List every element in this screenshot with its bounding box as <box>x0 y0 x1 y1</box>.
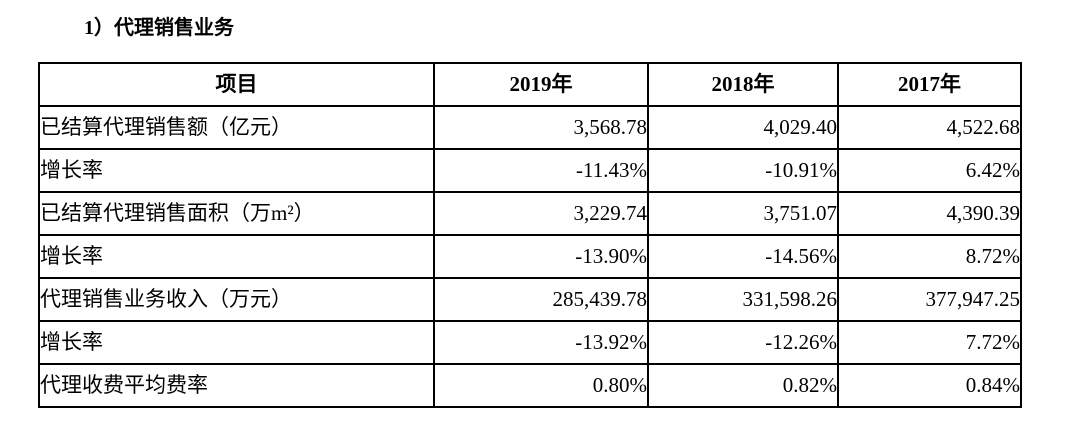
value-cell: 0.84% <box>837 363 1022 408</box>
table-row: 已结算代理销售面积（万m²） 3,229.74 3,751.07 4,390.3… <box>38 191 1022 236</box>
row-label: 已结算代理销售额（亿元） <box>38 105 435 150</box>
table-row: 增长率 -11.43% -10.91% 6.42% <box>38 148 1022 193</box>
column-header-2017: 2017年 <box>837 62 1022 107</box>
row-label: 增长率 <box>38 234 435 279</box>
column-header-2019: 2019年 <box>433 62 649 107</box>
value-cell: -13.90% <box>433 234 649 279</box>
value-cell: -11.43% <box>433 148 649 193</box>
value-cell: 0.80% <box>433 363 649 408</box>
row-label: 已结算代理销售面积（万m²） <box>38 191 435 236</box>
column-header-2018: 2018年 <box>647 62 839 107</box>
column-header-item: 项目 <box>38 62 435 107</box>
agency-sales-table: 项目 2019年 2018年 2017年 已结算代理销售额（亿元） 3,568.… <box>38 62 1022 408</box>
value-cell: 331,598.26 <box>647 277 839 322</box>
value-cell: 3,568.78 <box>433 105 649 150</box>
value-cell: 285,439.78 <box>433 277 649 322</box>
table-row: 代理收费平均费率 0.80% 0.82% 0.84% <box>38 363 1022 408</box>
table-header-row: 项目 2019年 2018年 2017年 <box>38 62 1022 107</box>
value-cell: 7.72% <box>837 320 1022 365</box>
row-label: 增长率 <box>38 320 435 365</box>
row-label: 代理销售业务收入（万元） <box>38 277 435 322</box>
row-label: 增长率 <box>38 148 435 193</box>
table-row: 代理销售业务收入（万元） 285,439.78 331,598.26 377,9… <box>38 277 1022 322</box>
value-cell: 6.42% <box>837 148 1022 193</box>
value-cell: 8.72% <box>837 234 1022 279</box>
value-cell: 4,390.39 <box>837 191 1022 236</box>
value-cell: 3,751.07 <box>647 191 839 236</box>
value-cell: 377,947.25 <box>837 277 1022 322</box>
row-label: 代理收费平均费率 <box>38 363 435 408</box>
value-cell: -13.92% <box>433 320 649 365</box>
table-row: 已结算代理销售额（亿元） 3,568.78 4,029.40 4,522.68 <box>38 105 1022 150</box>
table-row: 增长率 -13.92% -12.26% 7.72% <box>38 320 1022 365</box>
value-cell: -14.56% <box>647 234 839 279</box>
section-title: 1）代理销售业务 <box>84 17 234 39</box>
table-row: 增长率 -13.90% -14.56% 8.72% <box>38 234 1022 279</box>
value-cell: 4,029.40 <box>647 105 839 150</box>
value-cell: -10.91% <box>647 148 839 193</box>
value-cell: -12.26% <box>647 320 839 365</box>
value-cell: 3,229.74 <box>433 191 649 236</box>
value-cell: 4,522.68 <box>837 105 1022 150</box>
value-cell: 0.82% <box>647 363 839 408</box>
